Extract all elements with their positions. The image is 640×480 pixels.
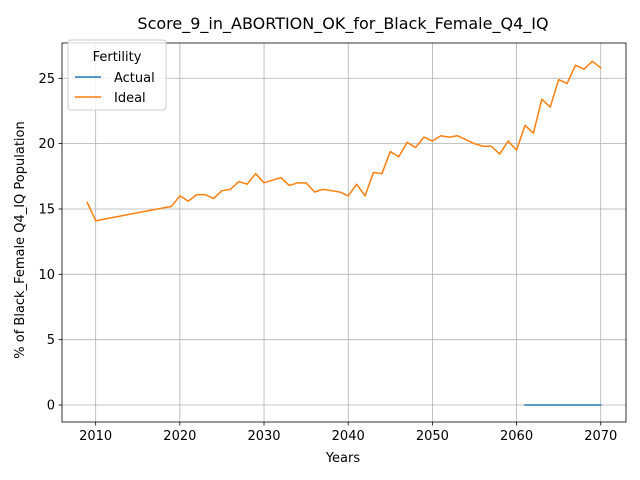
grid xyxy=(62,43,626,422)
x-axis-ticks: 2010 2020 2030 2040 2050 2060 2070 xyxy=(79,422,617,444)
y-tick-label-15: 15 xyxy=(38,202,55,217)
x-tick-label-2070: 2070 xyxy=(584,429,617,444)
y-tick-label-10: 10 xyxy=(38,268,55,283)
x-tick-label-2050: 2050 xyxy=(416,429,449,444)
y-tick-label-25: 25 xyxy=(38,72,55,87)
series-lines xyxy=(86,60,602,406)
y-axis-ticks: 0 5 10 15 20 25 xyxy=(38,72,62,414)
y-tick-label-5: 5 xyxy=(47,333,55,348)
chart-title: Score_9_in_ABORTION_OK_for_Black_Female_… xyxy=(137,14,548,34)
x-tick-label-2060: 2060 xyxy=(500,429,533,444)
legend-label-ideal: Ideal xyxy=(114,91,146,106)
legend-label-actual: Actual xyxy=(114,71,155,86)
y-axis-title: % of Black_Female Q4_IQ Population xyxy=(13,121,28,358)
legend-title: Fertility xyxy=(93,50,142,65)
y-tick-label-20: 20 xyxy=(38,137,55,152)
series-line-ideal xyxy=(86,60,602,222)
x-tick-label-2040: 2040 xyxy=(332,429,365,444)
y-tick-label-0: 0 xyxy=(47,399,55,414)
x-tick-label-2020: 2020 xyxy=(163,429,196,444)
x-tick-label-2010: 2010 xyxy=(79,429,112,444)
plot-frame xyxy=(61,42,627,423)
legend-box xyxy=(67,39,167,111)
legend: Fertility Actual Ideal xyxy=(67,39,167,111)
x-tick-label-2030: 2030 xyxy=(247,429,280,444)
x-axis-title: Years xyxy=(325,451,361,466)
